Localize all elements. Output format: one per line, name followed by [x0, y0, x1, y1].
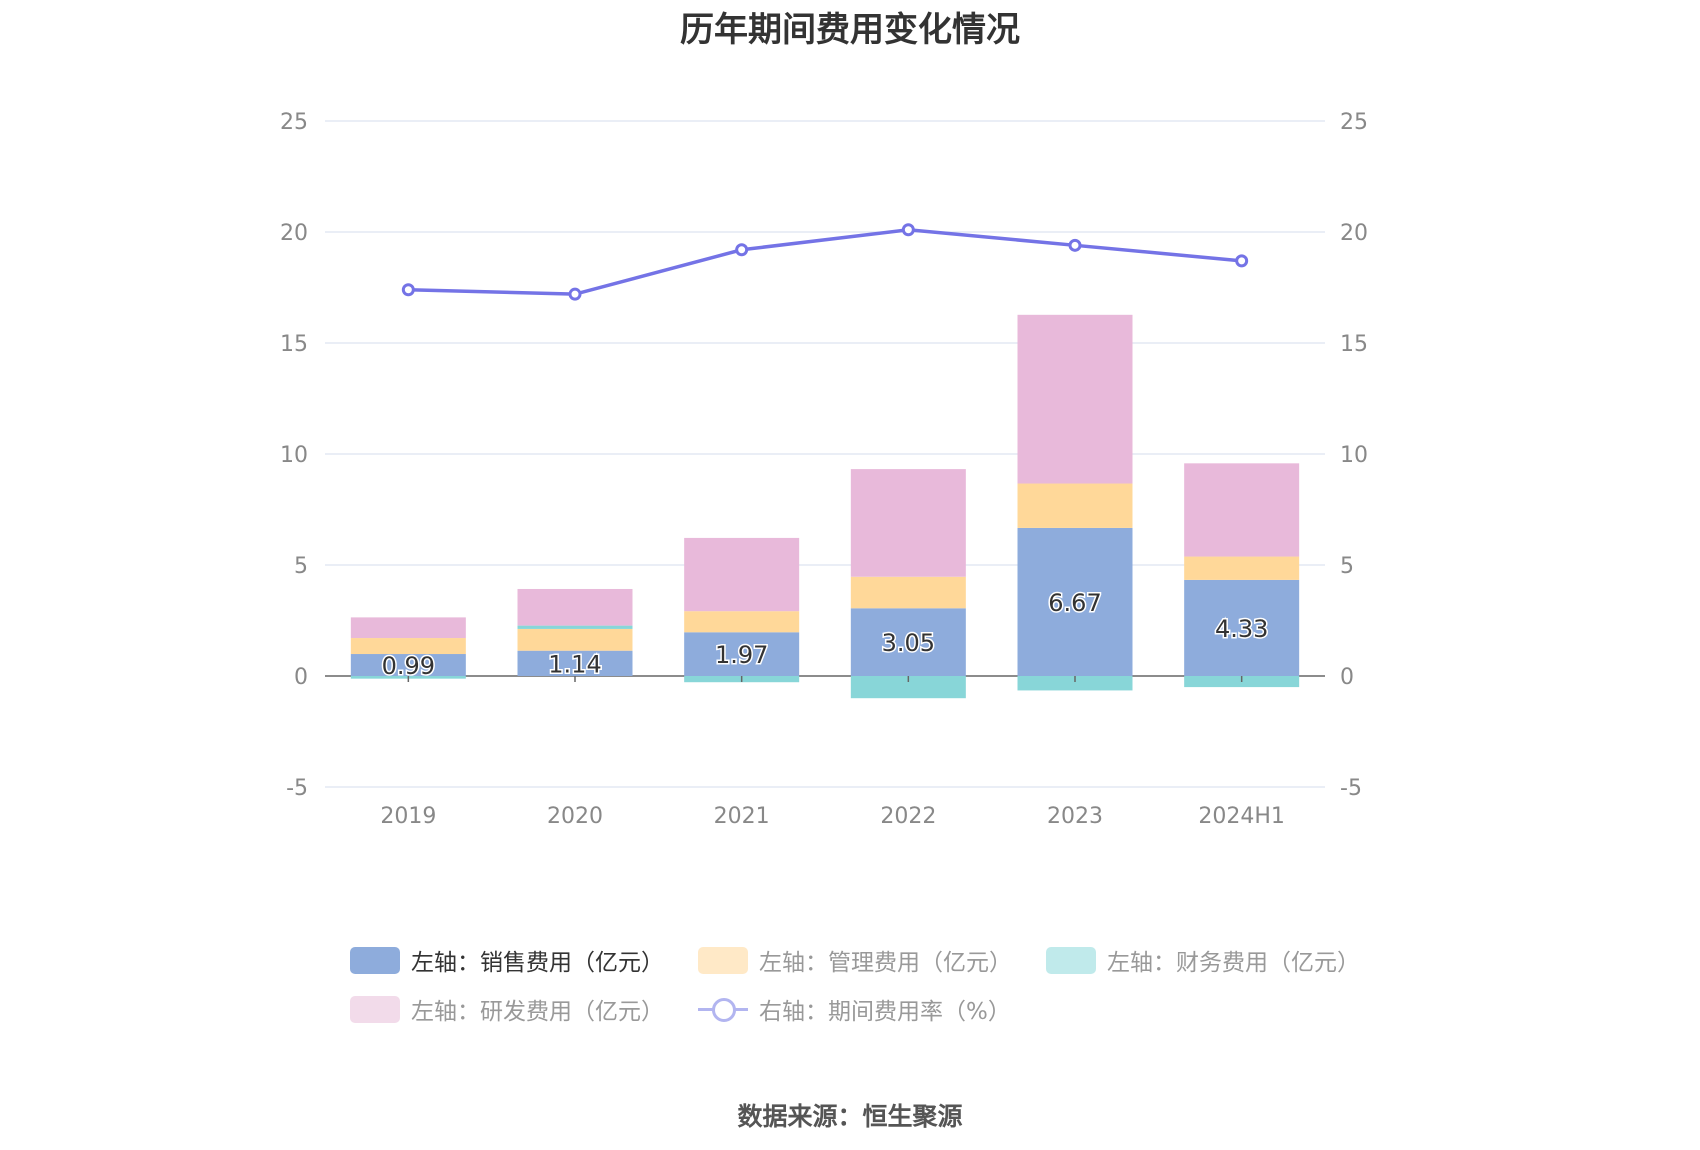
left-tick-label: 20	[280, 221, 308, 246]
bar-sales[interactable]	[1184, 579, 1300, 676]
bar-value-label: 1.97	[715, 641, 768, 669]
rate-line	[401, 223, 1249, 301]
bar-admin[interactable]	[850, 576, 966, 609]
right-tick-label: 20	[1340, 221, 1368, 246]
bar-rnd[interactable]	[684, 537, 800, 612]
bar-sales[interactable]	[350, 654, 466, 676]
right-tick-label: 25	[1340, 110, 1368, 135]
bar-admin[interactable]	[517, 628, 633, 651]
bar-finance[interactable]	[517, 625, 633, 629]
legend-label-rate: 右轴：期间费用率（%）	[759, 999, 1011, 1025]
rate-point[interactable]	[568, 287, 582, 301]
rate-point[interactable]	[1235, 254, 1249, 268]
bar-rnd[interactable]	[517, 588, 633, 626]
bar-value-label: 3.05	[882, 629, 935, 657]
legend-swatch-admin	[698, 946, 748, 974]
right-tick-label: -5	[1340, 776, 1362, 801]
rate-point[interactable]	[1068, 238, 1082, 252]
legend-item-rate[interactable]: 右轴：期间费用率（%）	[698, 989, 1011, 1029]
bar-rnd[interactable]	[850, 469, 966, 577]
bar-rnd[interactable]	[350, 617, 466, 639]
rate-line-path	[408, 228, 1242, 296]
legend-swatch-sales	[350, 946, 400, 974]
bar-finance[interactable]	[1017, 676, 1133, 691]
x-tick-label: 2019	[380, 804, 436, 829]
left-tick-label: -5	[286, 776, 308, 801]
bar-admin[interactable]	[684, 611, 800, 633]
left-tick-label: 5	[294, 554, 308, 579]
legend-label-finance: 左轴：财务费用（亿元）	[1107, 950, 1360, 976]
x-tick-label: 2023	[1047, 804, 1103, 829]
legend-swatch-rnd	[350, 995, 400, 1023]
x-tick-label: 2024H1	[1198, 804, 1285, 829]
legend: 左轴：销售费用（亿元） 左轴：管理费用（亿元） 左轴：财务费用（亿元） 左轴：研…	[0, 940, 1700, 1050]
grid-lines	[325, 120, 1325, 788]
right-tick-label: 5	[1340, 554, 1354, 579]
bar-sales[interactable]	[1017, 527, 1133, 676]
bar-value-label: 4.33	[1215, 615, 1268, 643]
rate-point[interactable]	[901, 223, 915, 237]
bar-value-label: 6.67	[1048, 589, 1101, 617]
legend-label-sales: 左轴：销售费用（亿元）	[411, 950, 664, 976]
right-tick-label: 10	[1340, 443, 1368, 468]
legend-line-icon	[698, 996, 748, 1023]
bar-labels: 0.99 1.14 1.97 3.05 6.67 4.33	[380, 587, 1270, 681]
legend-label-rnd: 左轴：研发费用（亿元）	[411, 999, 664, 1025]
chart-title: 历年期间费用变化情况	[680, 10, 1020, 50]
axes: 25 20 15 10 5 0 -5 25 20 15 10 5 0 -5 2019 2020 2021 2022…	[280, 110, 1368, 829]
right-tick-label: 0	[1340, 665, 1354, 690]
bar-sales[interactable]	[517, 650, 633, 676]
rate-point[interactable]	[401, 283, 415, 297]
legend-item-sales[interactable]: 左轴：销售费用（亿元）	[350, 940, 664, 980]
bar-finance[interactable]	[850, 676, 966, 699]
bar-sales[interactable]	[850, 608, 966, 676]
legend-item-admin[interactable]: 左轴：管理费用（亿元）	[698, 940, 1012, 980]
bar-sales[interactable]	[684, 632, 800, 676]
bar-value-label: 0.99	[382, 652, 435, 680]
legend-swatch-finance	[1046, 946, 1096, 974]
legend-item-finance[interactable]: 左轴：财务费用（亿元）	[1046, 940, 1360, 980]
bar-rnd[interactable]	[1017, 314, 1133, 484]
left-tick-label: 15	[280, 332, 308, 357]
bar-rnd[interactable]	[1184, 463, 1300, 557]
x-tick-label: 2022	[880, 804, 936, 829]
right-tick-label: 15	[1340, 332, 1368, 357]
legend-item-rnd[interactable]: 左轴：研发费用（亿元）	[350, 989, 664, 1029]
bars	[350, 314, 1300, 699]
left-tick-label: 25	[280, 110, 308, 135]
legend-label-admin: 左轴：管理费用（亿元）	[759, 950, 1012, 976]
left-tick-label: 10	[280, 443, 308, 468]
data-source: 数据来源：恒生聚源	[737, 1102, 963, 1131]
left-tick-label: 0	[294, 665, 308, 690]
bar-value-label: 1.14	[548, 650, 601, 678]
x-tick-label: 2021	[714, 804, 770, 829]
bar-admin[interactable]	[1184, 556, 1300, 580]
bar-admin[interactable]	[1017, 483, 1133, 528]
rate-point[interactable]	[735, 243, 749, 257]
bar-admin[interactable]	[350, 638, 466, 655]
x-tick-label: 2020	[547, 804, 603, 829]
